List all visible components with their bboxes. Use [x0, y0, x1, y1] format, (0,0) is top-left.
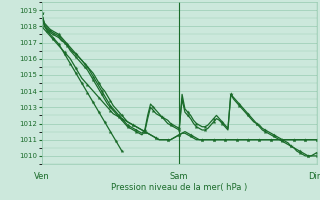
X-axis label: Pression niveau de la mer( hPa ): Pression niveau de la mer( hPa ) — [111, 183, 247, 192]
